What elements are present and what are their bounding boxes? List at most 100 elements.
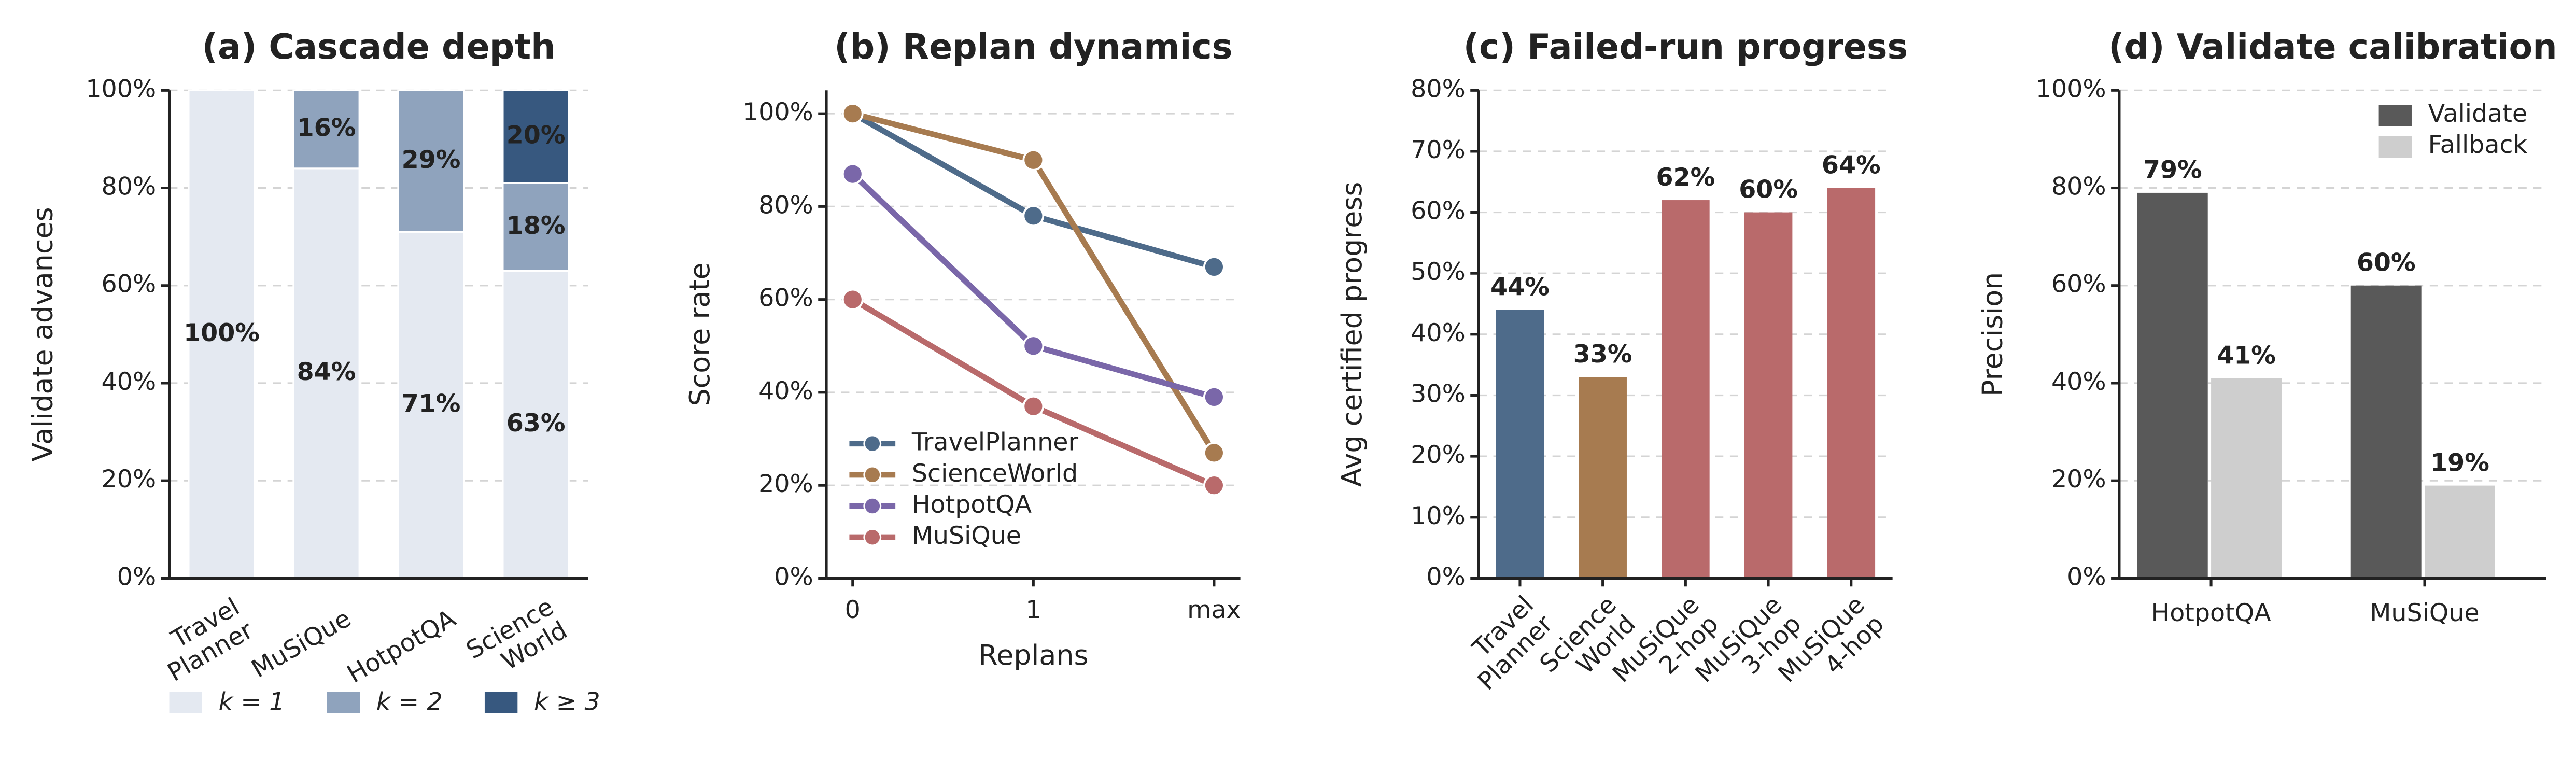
value-label: 71% [402, 389, 461, 418]
value-label: 18% [506, 212, 566, 240]
y-tick-label: 80% [1411, 75, 1466, 103]
point [1203, 474, 1225, 497]
x-tick-label: HotpotQA [2151, 599, 2271, 627]
legend-marker [863, 497, 882, 515]
x-axis-label: Replans [978, 639, 1089, 671]
chart-title: (c) Failed-run progress [1463, 26, 1908, 67]
bar [1579, 377, 1627, 579]
value-label: 63% [506, 409, 566, 438]
y-tick-label: 80% [102, 173, 157, 201]
point [841, 103, 864, 125]
value-label: 19% [2430, 448, 2489, 477]
x-tick-label: MuSiQue [247, 604, 356, 683]
bar [1827, 188, 1876, 579]
point [1022, 335, 1045, 357]
legend-swatch [327, 692, 360, 713]
x-tick-label: MuSiQue2-hop [1607, 591, 1724, 707]
bar [1496, 310, 1544, 579]
x-tick-label: MuSiQue3-hop [1690, 591, 1807, 707]
y-tick-label: 40% [2051, 368, 2106, 396]
value-label: 84% [297, 358, 356, 386]
legend-label: TravelPlanner [911, 428, 1079, 457]
point [841, 288, 864, 311]
legend-label: k ≥ 3 [534, 687, 600, 716]
y-tick-label: 60% [2051, 270, 2106, 299]
chart-title: (a) Cascade depth [202, 26, 556, 67]
x-tick-label: 0 [845, 596, 861, 624]
bar [2425, 485, 2495, 579]
y-tick-label: 80% [758, 191, 813, 219]
y-tick-label: 0% [1426, 563, 1465, 591]
legend-label: HotpotQA [912, 490, 1032, 519]
value-label: 33% [1573, 340, 1632, 369]
y-tick-label: 50% [1411, 258, 1466, 286]
bar [2137, 192, 2208, 579]
bar-segment [188, 89, 256, 580]
x-tick-label: MuSiQue4-hop [1773, 591, 1890, 707]
bar [1744, 212, 1793, 579]
y-tick-label: 0% [2067, 563, 2106, 591]
y-tick-label: 0% [117, 563, 156, 591]
point [1022, 149, 1045, 171]
value-label: 29% [402, 146, 461, 174]
point [1203, 256, 1225, 278]
y-axis-label: Validate advances [26, 207, 59, 461]
bar [2350, 285, 2422, 579]
y-tick-label: 10% [1411, 502, 1466, 530]
y-tick-label: 100% [86, 75, 156, 103]
legend-label: MuSiQue [912, 522, 1021, 550]
value-label: 16% [297, 114, 356, 143]
value-label: 20% [506, 121, 566, 150]
x-tick-label: TravelPlanner [1453, 591, 1558, 696]
y-tick-label: 80% [2051, 173, 2106, 201]
x-tick-label: MuSiQue [2370, 599, 2479, 627]
point [1203, 386, 1225, 408]
point [1022, 205, 1045, 227]
legend-marker [863, 434, 882, 453]
point [1022, 395, 1045, 417]
y-axis-label: Score rate [683, 262, 716, 406]
y-tick-label: 20% [2051, 465, 2106, 494]
bar-segment [292, 89, 360, 170]
y-tick-label: 100% [2036, 75, 2106, 103]
y-axis-label: Precision [1976, 272, 2009, 397]
y-tick-label: 60% [1411, 197, 1466, 226]
legend-marker [863, 466, 882, 484]
y-tick-label: 30% [1411, 380, 1466, 409]
chart-title: (d) Validate calibration [2108, 26, 2557, 67]
legend-swatch [2378, 105, 2412, 126]
y-tick-label: 0% [774, 563, 813, 591]
legend-swatch [2378, 136, 2412, 158]
y-tick-label: 20% [758, 470, 813, 498]
y-tick-label: 20% [1411, 441, 1466, 469]
y-axis-label: Avg certified progress [1335, 181, 1368, 487]
value-label: 60% [2357, 249, 2416, 277]
y-tick-label: 70% [1411, 136, 1466, 164]
point [1203, 442, 1225, 464]
value-label: 79% [2143, 156, 2202, 185]
legend-swatch [169, 692, 202, 713]
y-tick-label: 100% [743, 98, 813, 126]
x-tick-label: max [1187, 596, 1241, 624]
value-label: 64% [1822, 151, 1881, 179]
x-tick-label: ScienceWorld [461, 593, 572, 688]
y-tick-label: 60% [758, 284, 813, 313]
legend-label: k = 2 [376, 687, 443, 716]
x-tick-label: 1 [1025, 596, 1041, 624]
y-tick-label: 40% [102, 368, 157, 396]
bar-segment [502, 182, 570, 272]
legend-label: ScienceWorld [912, 459, 1078, 488]
value-label: 41% [2217, 341, 2276, 370]
x-tick-label: TravelPlanner [149, 593, 258, 687]
legend-label: Fallback [2428, 131, 2528, 159]
bar [2211, 378, 2282, 579]
bar [1662, 200, 1710, 579]
value-label: 60% [1739, 175, 1798, 204]
legend-label: k = 1 [219, 687, 285, 716]
bar-segment [397, 89, 465, 233]
value-label: 62% [1656, 163, 1715, 192]
legend-swatch [484, 692, 518, 713]
y-tick-label: 40% [1411, 319, 1466, 347]
